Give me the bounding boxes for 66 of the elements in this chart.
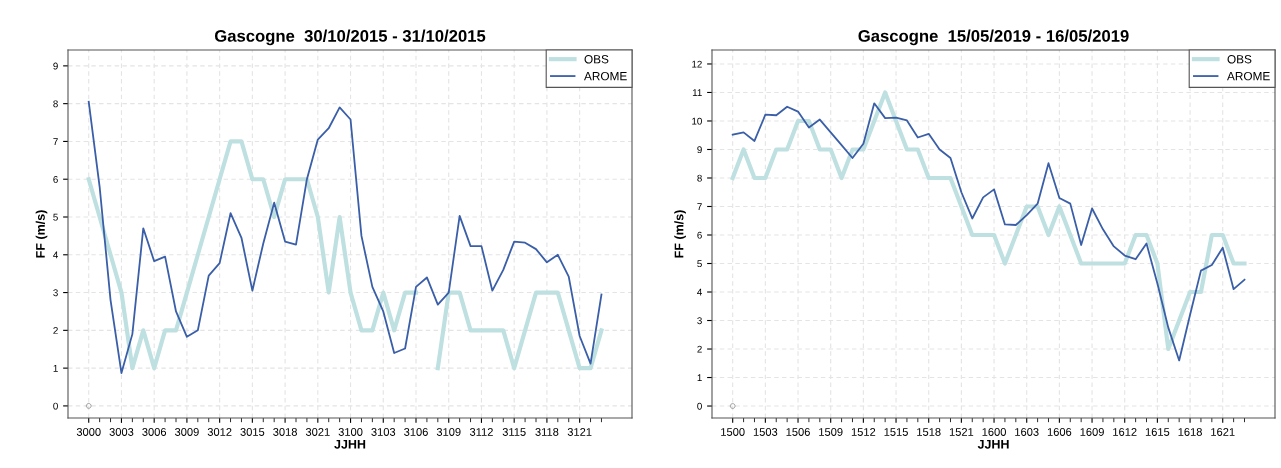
x-tick-label: 1509 xyxy=(819,428,843,436)
x-tick-label: 1521 xyxy=(949,428,974,436)
y-tick-label: 6 xyxy=(53,175,58,183)
x-tick-label: 3003 xyxy=(109,428,134,436)
y-tick-label: 7 xyxy=(53,138,58,145)
x-tick-label: 1615 xyxy=(1145,428,1170,436)
y-tick-label: 5 xyxy=(53,213,58,221)
x-tick-label: 1600 xyxy=(982,428,1006,436)
y-tick-label: 4 xyxy=(697,288,702,296)
x-axis-title: JJHH xyxy=(977,439,1009,449)
line-series xyxy=(87,100,603,374)
y-tick-label: 9 xyxy=(697,146,702,154)
x-tick-label: 3021 xyxy=(305,428,330,436)
y-tick-label: 11 xyxy=(692,89,702,96)
x-tick-label: 3006 xyxy=(142,428,167,436)
y-tick-label: 5 xyxy=(697,260,702,268)
x-tick-label: 3100 xyxy=(338,428,363,436)
x-tick-label: 1612 xyxy=(1113,428,1137,436)
x-tick-label: 1500 xyxy=(721,428,745,436)
x-tick-label: 3118 xyxy=(535,428,559,436)
legend-label: OBS xyxy=(1227,55,1252,64)
y-tick-label: 7 xyxy=(697,203,702,211)
y-tick-label: 2 xyxy=(697,345,702,353)
x-tick-label: 3018 xyxy=(273,428,297,436)
legend-label: AROME xyxy=(584,71,627,81)
y-tick-label: 0 xyxy=(53,402,58,410)
x-tick-label: 1515 xyxy=(884,428,908,436)
x-tick-label: 1603 xyxy=(1015,428,1039,436)
x-tick-label: 1512 xyxy=(851,428,876,436)
y-axis-title: FF (m/s) xyxy=(674,210,686,258)
x-tick-label: 3109 xyxy=(436,428,461,436)
x-tick-label: 1618 xyxy=(1178,428,1202,436)
y-tick-label: 0 xyxy=(697,402,702,410)
y-tick-label: 3 xyxy=(697,317,702,325)
x-tick-label: 3015 xyxy=(240,428,265,436)
y-tick-label: 9 xyxy=(53,62,58,70)
y-axis-title: FF (m/s) xyxy=(35,210,48,258)
y-tick-label: 2 xyxy=(53,327,58,334)
chart-title: Gascogne 15/05/2019 - 16/05/2019 xyxy=(858,29,1129,46)
chart-title: Gascogne 30/10/2015 - 31/10/2015 xyxy=(214,29,486,46)
x-tick-label: 1621 xyxy=(1211,428,1235,436)
x-tick-label: 3009 xyxy=(174,428,199,436)
x-tick-label: 1609 xyxy=(1080,428,1104,436)
x-tick-label: 3012 xyxy=(207,428,232,436)
x-tick-label: 3000 xyxy=(76,428,101,436)
y-tick-label: 1 xyxy=(53,364,58,372)
x-tick-label: 1606 xyxy=(1047,428,1072,436)
x-tick-label: 3121 xyxy=(567,428,592,436)
x-tick-label: 1503 xyxy=(753,428,778,436)
y-tick-label: 10 xyxy=(692,117,702,125)
y-tick-label: 8 xyxy=(697,174,702,182)
legend-label: OBS xyxy=(584,55,609,64)
x-tick-label: 1518 xyxy=(917,428,941,436)
legend-label: AROME xyxy=(1227,71,1270,81)
x-axis-title: JJHH xyxy=(334,439,366,449)
x-tick-label: 1506 xyxy=(786,428,810,436)
y-tick-label: 12 xyxy=(692,60,702,68)
y-tick-label: 6 xyxy=(697,231,702,239)
y-tick-label: 8 xyxy=(53,100,58,108)
x-tick-label: 3115 xyxy=(502,428,526,436)
y-tick-label: 4 xyxy=(53,251,58,259)
y-tick-label: 1 xyxy=(697,374,702,382)
x-tick-label: 3112 xyxy=(469,428,493,436)
x-tick-label: 3103 xyxy=(371,428,396,436)
y-tick-label: 3 xyxy=(53,289,58,297)
x-tick-label: 3106 xyxy=(404,428,428,436)
